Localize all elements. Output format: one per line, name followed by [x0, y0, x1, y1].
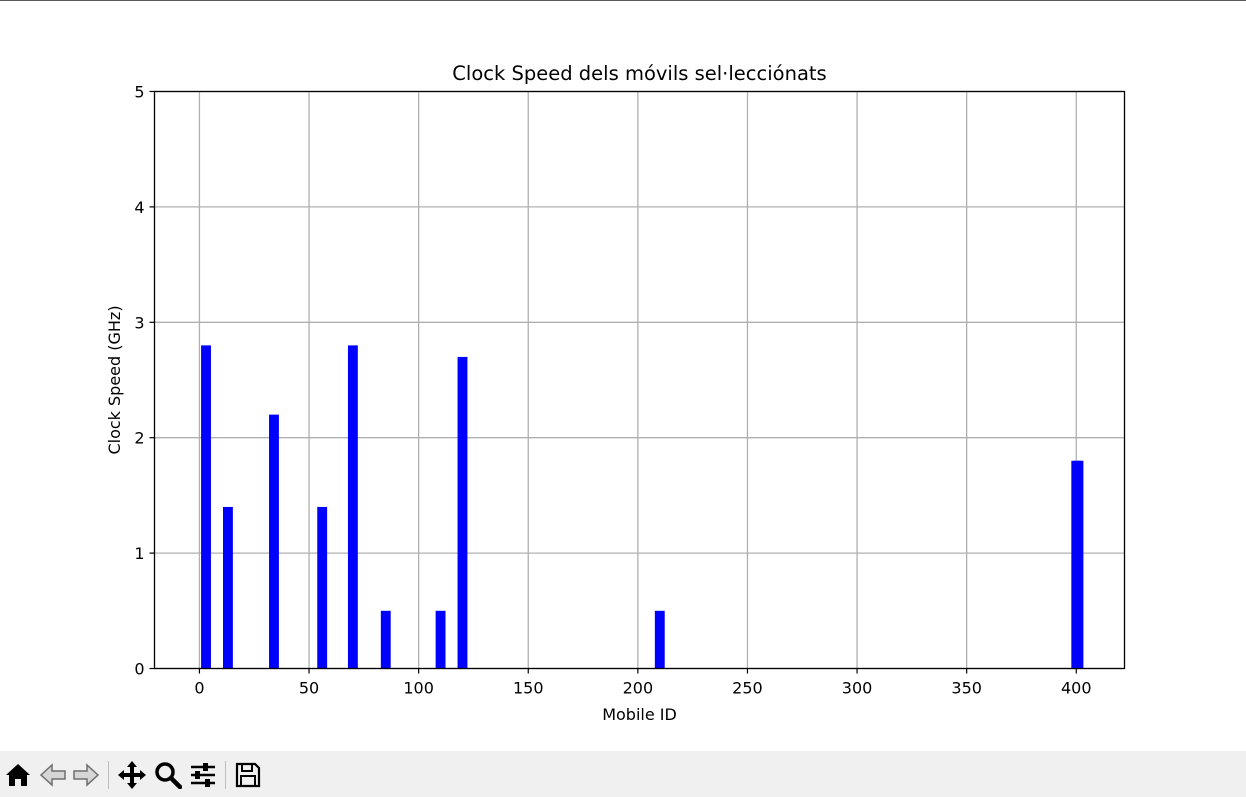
x-axis-label: Mobile ID [602, 705, 677, 724]
grid-lines [154, 90, 1125, 670]
x-tick-label: 100 [403, 679, 434, 698]
y-tick-label: 3 [134, 313, 144, 332]
save-button[interactable] [233, 760, 263, 790]
toolbar-separator [225, 761, 226, 789]
x-tick-label: 0 [194, 679, 204, 698]
x-tick-label: 350 [951, 679, 982, 698]
bar [435, 610, 446, 669]
figure-canvas: Clock Speed dels móvils sel·lecciónats 0… [105, 62, 1126, 724]
x-tick-label: 150 [513, 679, 544, 698]
bar [654, 610, 665, 669]
bar [223, 506, 233, 669]
home-button[interactable] [3, 760, 33, 790]
chart-title: Clock Speed dels móvils sel·lecciónats [452, 62, 826, 85]
y-axis-label: Clock Speed (GHz) [105, 305, 124, 454]
x-tick-label: 50 [299, 679, 319, 698]
bar [1073, 460, 1084, 669]
bar [380, 610, 391, 669]
back-button[interactable] [38, 760, 68, 790]
x-tick-label: 300 [842, 679, 873, 698]
back-icon [39, 763, 66, 787]
save-icon [235, 762, 261, 788]
y-tick-label: 1 [134, 544, 144, 563]
bar-chart: Clock Speed dels móvils sel·lecciónats 0… [105, 62, 1126, 724]
axis-ticks: 0 50 100 150 200 250 300 350 400 0 1 2 3 4 5 [134, 83, 1091, 698]
y-tick-label: 5 [134, 83, 144, 102]
bar [347, 345, 358, 669]
home-icon [6, 764, 30, 786]
configure-subplots-icon [191, 763, 215, 787]
bar [269, 414, 279, 669]
bar [201, 345, 211, 669]
zoom-button[interactable] [153, 760, 183, 790]
toolbar-separator [108, 761, 109, 789]
pan-icon [118, 761, 146, 789]
y-tick-label: 0 [134, 660, 144, 679]
zoom-icon [155, 762, 182, 789]
pan-button[interactable] [117, 760, 147, 790]
forward-icon [73, 763, 100, 787]
bar [317, 506, 328, 669]
x-tick-label: 400 [1061, 679, 1092, 698]
y-tick-label: 2 [134, 429, 144, 448]
window-top-border [0, 0, 1246, 1]
navigation-toolbar [0, 751, 1246, 797]
x-tick-label: 250 [732, 679, 763, 698]
y-tick-label: 4 [134, 198, 144, 217]
bars [201, 345, 1084, 669]
forward-button[interactable] [71, 760, 101, 790]
axes-frame [153, 90, 1126, 670]
configure-subplots-button[interactable] [188, 760, 218, 790]
x-tick-label: 200 [623, 679, 654, 698]
bar [457, 356, 468, 669]
